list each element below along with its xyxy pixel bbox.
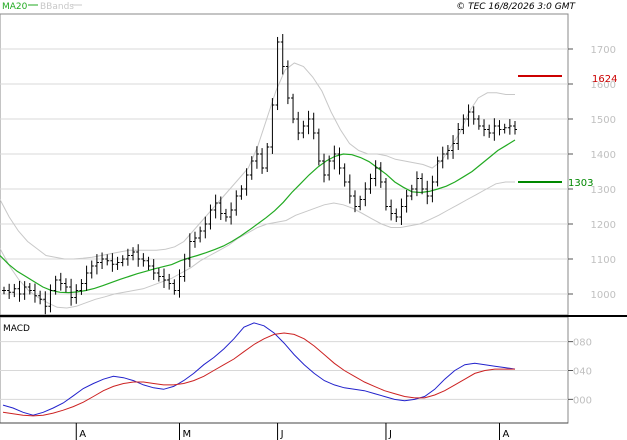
ma20-line (0, 139, 516, 294)
macd-panel-title: MACD (3, 324, 30, 334)
bollinger-upper-band (0, 62, 515, 260)
date-tick-label: J (280, 429, 284, 440)
macd-tick-label: 040 (573, 367, 592, 378)
support-level-label: 1303 (568, 178, 593, 189)
macd-tick-label: 000 (573, 395, 592, 406)
date-tick-label: J (388, 429, 392, 440)
ohlc-bars (2, 34, 517, 315)
date-tick-label: M (182, 429, 191, 440)
price-tick-label: 1300 (591, 185, 616, 196)
price-tick-label: 1400 (591, 150, 616, 161)
price-panel-background (0, 14, 568, 315)
resistance-level-label: 1624 (592, 74, 617, 85)
macd-lines-group (2, 322, 516, 417)
price-tick-label: 1200 (591, 220, 616, 231)
copyright-text: © TEC 16/8/2026 3:0 GMT (456, 2, 576, 12)
bbands-legend-label: BBands (40, 2, 74, 12)
date-tick-label: A (503, 429, 510, 440)
macd-axis-ticks: 000 040 080 (568, 338, 592, 406)
price-tick-label: 1500 (591, 115, 616, 126)
macd-tick-label: 080 (573, 338, 592, 349)
price-tick-label: 1600 (591, 80, 616, 91)
price-tick-label: 1100 (591, 255, 616, 266)
ma20-line-group (0, 139, 516, 294)
bollinger-lower-band (0, 181, 515, 309)
macd-line (2, 322, 516, 416)
date-tick-label: A (79, 429, 86, 440)
price-axis-ticks: 1000 1100 1200 1300 1400 1500 1600 1700 (568, 45, 616, 301)
macd-gridlines (0, 341, 568, 400)
ma20-legend-label: MA20 (2, 2, 28, 12)
price-tick-label: 1000 (591, 290, 616, 301)
macd-signal-line (2, 332, 515, 417)
price-tick-label: 1700 (591, 45, 616, 56)
bollinger-bands (0, 62, 515, 309)
price-gridlines (0, 48, 568, 295)
